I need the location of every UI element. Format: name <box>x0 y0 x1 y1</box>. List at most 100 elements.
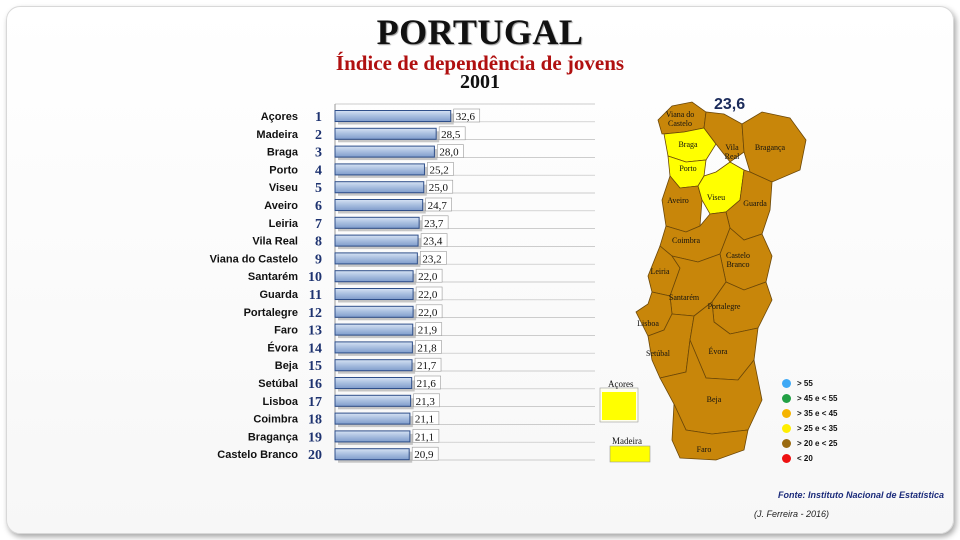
bar-14 <box>334 341 413 354</box>
category-label: Madeira <box>256 129 298 141</box>
legend-swatch <box>782 409 791 418</box>
district-label: Aveiro <box>667 196 689 205</box>
legend-item: > 20 e < 25 <box>782 436 837 451</box>
category-label: Lisboa <box>263 396 299 408</box>
value-label-box <box>420 251 447 265</box>
value-label: 32,6 <box>456 111 476 123</box>
value-label-box <box>411 446 439 461</box>
district-label: Leiria <box>650 267 670 276</box>
value-label-box <box>426 179 454 194</box>
value-label: 25,2 <box>429 164 448 176</box>
value-label: 24,7 <box>428 200 448 212</box>
legend-item: < 20 <box>782 451 837 466</box>
value-label: 28,0 <box>439 147 459 159</box>
bar-8 <box>334 234 419 247</box>
category-label: Vila Real <box>252 236 298 248</box>
value-label: 21,1 <box>415 414 434 426</box>
value-label-box <box>437 144 464 158</box>
value-label: 25,0 <box>429 182 449 194</box>
value-label: 23,4 <box>423 236 443 248</box>
legend-label: > 55 <box>797 379 813 388</box>
value-label: 23,7 <box>424 218 444 230</box>
category-label: Viseu <box>269 182 298 194</box>
category-label: Faro <box>274 325 298 337</box>
district-label: Porto <box>679 164 696 173</box>
rank-label: 1 <box>315 110 322 125</box>
district-label: Lisboa <box>637 319 659 328</box>
category-label: Évora <box>267 341 298 354</box>
value-label-box <box>414 375 441 390</box>
category-label: Santarém <box>248 271 298 283</box>
source-note: Fonte: Instituto Nacional de Estatística <box>777 490 944 500</box>
district-faro <box>671 403 749 461</box>
district-label: Castelo Branco <box>726 251 750 269</box>
rank-label: 20 <box>308 448 322 463</box>
value-label-box <box>415 340 442 354</box>
value-label: 21,8 <box>417 342 437 354</box>
value-label: 22,0 <box>418 307 438 319</box>
legend-label: > 20 e < 25 <box>797 439 838 448</box>
page-year: 2001 <box>460 71 500 93</box>
bar-13 <box>334 323 414 336</box>
district-label: Viana do Castelo <box>666 110 695 128</box>
rank-label: 3 <box>315 146 322 161</box>
district-label: Santarém <box>669 293 700 302</box>
rank-label: 2 <box>315 128 322 143</box>
value-label: 22,0 <box>418 289 438 301</box>
value-label: 21,1 <box>415 431 434 443</box>
category-label: Beja <box>275 360 299 372</box>
value-label-box <box>420 233 448 247</box>
value-label-box <box>412 411 440 425</box>
rank-label: 17 <box>308 395 322 410</box>
rank-label: 4 <box>315 163 322 178</box>
national-value: 23,6 <box>714 96 746 113</box>
bar-9 <box>334 252 418 265</box>
rank-label: 10 <box>308 270 322 285</box>
value-label: 21,9 <box>418 325 438 337</box>
rank-label: 5 <box>315 181 322 196</box>
value-label-box <box>425 197 452 212</box>
map-legend: > 55 > 45 e < 55 > 35 e < 45 > 25 e < 35 > 2… <box>782 376 837 466</box>
slide-frame: PORTUGAL Índice de dependência de jovens… <box>6 6 954 534</box>
legend-item: > 45 e < 55 <box>782 391 837 406</box>
category-label: Bragança <box>248 431 299 443</box>
bar-6 <box>334 199 424 211</box>
rank-label: 11 <box>309 288 322 303</box>
district-label: Évora <box>708 346 728 356</box>
bar-15 <box>334 359 413 372</box>
bar-18 <box>334 412 411 425</box>
rank-label: 18 <box>308 413 322 428</box>
legend-swatch <box>782 424 791 433</box>
district-label: Guarda <box>743 199 767 208</box>
value-label: 22,0 <box>418 271 438 283</box>
legend-swatch <box>782 379 791 388</box>
rank-label: 9 <box>315 252 322 267</box>
value-label: 21,7 <box>417 360 437 372</box>
category-label: Coimbra <box>253 414 299 426</box>
district-label: Vila Real <box>725 143 740 161</box>
category-label: Aveiro <box>264 200 298 212</box>
district-label: Portalegre <box>708 302 741 311</box>
legend-label: > 45 e < 55 <box>797 394 838 403</box>
value-label: 21,6 <box>417 378 437 390</box>
legend-label: > 35 e < 45 <box>797 409 838 418</box>
author-note: (J. Ferreira - 2016) <box>754 509 830 519</box>
value-label: 20,9 <box>414 449 434 461</box>
district-label: Bragança <box>755 143 786 152</box>
bar-7 <box>334 216 420 229</box>
district-label: Faro <box>697 445 712 454</box>
value-label-box <box>414 357 442 372</box>
category-label: Porto <box>269 164 298 176</box>
page-title: PORTUGAL <box>376 12 584 52</box>
bar-16 <box>334 377 413 389</box>
value-label-box <box>415 322 443 336</box>
rank-label: 14 <box>308 341 322 356</box>
value-label: 21,3 <box>416 396 436 408</box>
bar-3 <box>334 145 435 158</box>
bar-1 <box>334 110 452 122</box>
legend-item: > 25 e < 35 <box>782 421 837 436</box>
bar-19 <box>334 430 411 443</box>
value-label-box <box>415 268 443 283</box>
bar-12 <box>334 305 414 318</box>
